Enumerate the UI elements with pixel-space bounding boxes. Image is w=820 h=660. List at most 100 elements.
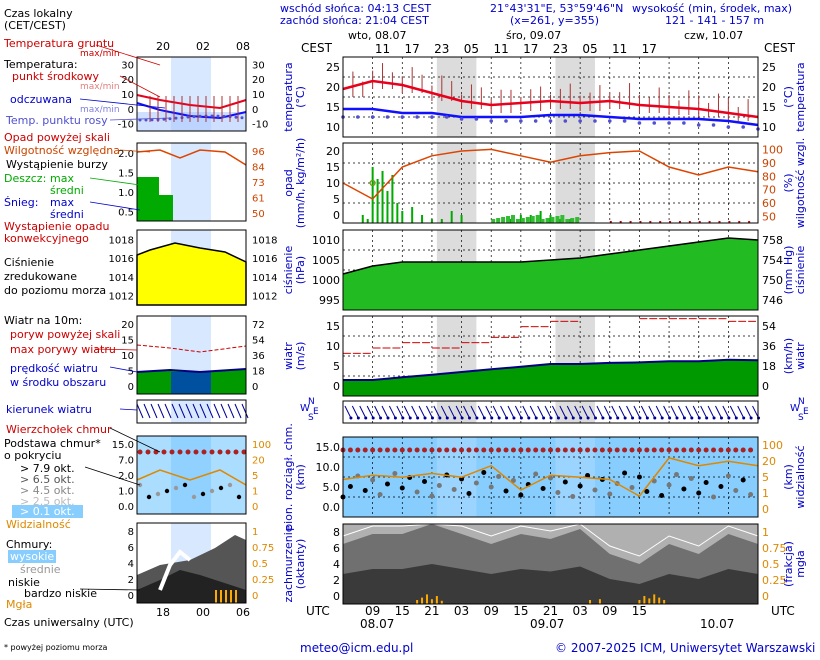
day-label-1: wto, 08.07 — [348, 29, 407, 42]
fog-bar-5 — [440, 600, 443, 604]
wind-arrow-head-47.5 — [579, 416, 583, 420]
compass-right-n: N — [798, 397, 805, 407]
tick-temp-r-2: 15 — [762, 101, 776, 114]
tick-press-r-3: 746 — [762, 294, 783, 307]
precip-occ-74 — [708, 221, 711, 223]
compass-right-e: E — [803, 407, 809, 417]
cloud-base-dot-72 — [696, 490, 702, 496]
bottom-hour-8: 09 — [602, 604, 617, 618]
footnote: * powyżej poziomu morza — [4, 643, 108, 652]
rain-mid-block-37 — [525, 217, 530, 223]
wind-arrow-16 — [418, 405, 426, 419]
cloud-base-dot-51 — [592, 487, 598, 493]
legend-medium: średnie — [20, 563, 61, 576]
rain-mid-block-32 — [501, 217, 506, 223]
cloud-base-dot-81 — [740, 477, 746, 483]
wind-arrow-49 — [581, 405, 589, 419]
bottom-hour-1: 15 — [395, 604, 410, 618]
cloud-base-dot-28.5 — [481, 470, 487, 475]
dew-point-66-3 — [682, 121, 686, 125]
legend-cloud-base-203 — [200, 491, 206, 497]
legend-cloud-top-204 — [201, 449, 207, 455]
legend-wind-speed: prędkość wiatru — [10, 362, 98, 375]
legend-wind-arrow-217 — [213, 403, 221, 419]
wind-arrow-head-76 — [719, 416, 723, 420]
dew-point-36-0 — [519, 119, 523, 123]
bottom-hour-6: 21 — [543, 604, 558, 618]
legend-pointer-8 — [109, 366, 138, 373]
top-hour-1: 17 — [405, 42, 420, 56]
dew-point-6-0 — [370, 115, 375, 119]
tick-wind-r-1: 36 — [762, 340, 776, 353]
legend-vis-line — [136, 469, 247, 486]
legend-pointer-11 — [84, 466, 141, 486]
legend-wind-arrow-147 — [143, 403, 151, 419]
wind-arrow-head-79 — [734, 416, 738, 420]
cest-label-right: CEST — [764, 41, 795, 55]
legend-fog-bar-230 — [230, 590, 232, 603]
legend-tick-wind-l-0: 20 — [121, 320, 134, 331]
legend-okt5: > 0.1 okt. — [12, 505, 83, 518]
cloud-top-dot-78 — [725, 447, 731, 453]
legend-cloud-top-236 — [233, 449, 239, 455]
cloud-top-dot-67.5 — [673, 447, 679, 453]
compass-right-w: W — [790, 403, 800, 414]
grid-text: (x=261, y=355) — [510, 14, 600, 27]
axis-wind-l2: (m/s) — [294, 342, 307, 371]
legend-wind-arrow-203 — [199, 403, 207, 419]
top-hour-8: 11 — [612, 42, 627, 56]
fog-bar-2 — [425, 594, 428, 604]
fog-bar-11 — [653, 594, 656, 604]
legend-tick-press-l-2: 1014 — [109, 273, 134, 284]
legend-cloud-base-176 — [173, 485, 179, 491]
legend-wind-line — [136, 368, 247, 374]
legend-pointer-6 — [89, 201, 141, 211]
tick-precip-r-5: 50 — [762, 210, 776, 223]
wind-arrow-34 — [507, 405, 515, 419]
wind-arrow-head-41.5 — [549, 416, 553, 420]
legend-dew-dot-152 — [150, 118, 154, 122]
cloud-top-dot-34.5 — [510, 447, 516, 453]
bottom-hour-7: 03 — [573, 604, 588, 618]
cloud-top-dot-6 — [370, 447, 376, 453]
legend-cloud-base-149 — [146, 494, 152, 500]
legend-tick-temp-r-3: 0 — [252, 105, 258, 116]
wind-arrow-55 — [611, 405, 619, 419]
legend-tick-precip-r-4: 50 — [252, 209, 265, 220]
tick-wind-r-3: 0 — [762, 380, 769, 393]
legend-cloud-base-185 — [182, 482, 188, 488]
dew-point-54-0 — [607, 119, 612, 123]
email-link[interactable]: meteo@icm.edu.pl — [300, 641, 414, 655]
cloud-top-dot-58.5 — [629, 447, 635, 453]
cloud-top-dot-49.5 — [585, 447, 591, 453]
dew-point-72-0 — [696, 123, 701, 127]
perceived-temp-line — [343, 107, 759, 127]
legend-panel-border-wind — [136, 315, 247, 395]
dew-point-42-3 — [563, 119, 568, 123]
legend-tick-wind-r-0: 72 — [252, 320, 265, 331]
cloud-top-dot-24 — [459, 447, 465, 453]
legend-hour-20: 20 — [156, 40, 170, 53]
cloud-top-dot-22.5 — [451, 447, 457, 453]
rain-mid-block-33 — [506, 216, 511, 223]
wind-arrow-50.5 — [589, 405, 596, 419]
axis-press-l2: (hPa) — [294, 256, 307, 284]
axis-temp-l2: (°C) — [294, 86, 307, 108]
temperature-line — [342, 79, 759, 119]
legend-pressure2: zredukowane — [4, 270, 77, 283]
rain-bar-14 — [460, 215, 463, 223]
legend-humidity-line — [136, 149, 247, 166]
legend-cloud-base-239 — [236, 494, 242, 500]
wind-arrow-25 — [463, 405, 470, 419]
legend-tick-wind-r-2: 36 — [252, 351, 265, 362]
legend-cloud-top-188 — [185, 449, 191, 455]
wind-arrow-head-38.5 — [534, 416, 538, 420]
legend-temperature: Temperatura: — [4, 58, 78, 71]
legend-tick-cover-r-4: 0 — [252, 591, 258, 602]
rain-bar-11 — [430, 219, 433, 223]
legend-clouds: Chmury: — [6, 538, 53, 551]
wind-arrow-73 — [700, 405, 708, 419]
tick-cover-r-3: 0.25 — [762, 574, 787, 587]
legend-pointer-5 — [89, 177, 141, 186]
cloud-top-dot-76.5 — [718, 447, 724, 453]
